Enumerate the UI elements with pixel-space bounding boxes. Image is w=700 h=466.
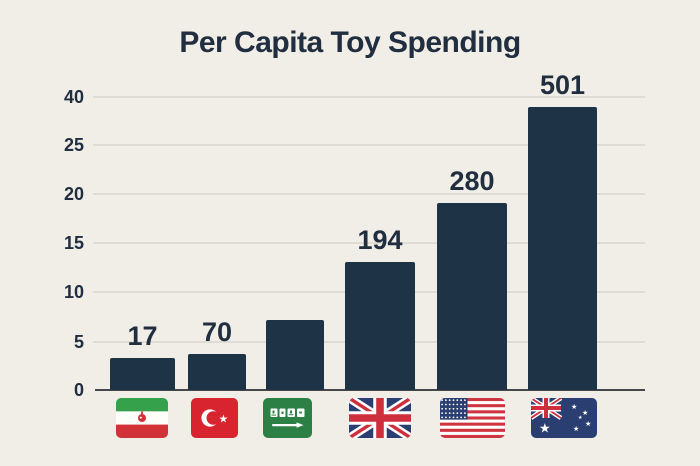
bar-saudi-arabia [266,320,324,390]
svg-text:★: ★ [219,413,229,425]
chart-title: Per Capita Toy Spending [179,26,521,59]
bar-value-label: 70 [201,317,233,347]
y-tick-label: 25 [63,135,84,155]
y-tick-label: 40 [63,87,84,107]
y-tick-label: 0 [73,380,84,400]
gridline [93,144,645,146]
bar-iran [110,358,175,390]
y-tick-label: 10 [63,282,84,302]
x-axis-line [95,389,645,391]
bar-united-kingdom [345,262,415,390]
gridline [93,242,645,244]
bar-australia [528,107,597,390]
gridline [93,193,645,195]
svg-text:★: ★ [571,403,577,411]
iran-flag-icon [116,398,168,438]
bar-value-label: 501 [539,70,586,100]
bar-united-states [437,203,507,390]
svg-text:★: ★ [585,420,591,428]
svg-text:★: ★ [578,415,583,421]
svg-text:★: ★ [539,421,551,436]
united-states-flag-icon [440,398,505,438]
saudi-arabia-flag-icon [263,398,312,438]
united-kingdom-flag-icon [349,398,411,438]
y-tick-label: 15 [63,233,84,253]
y-tick-label: 20 [63,184,84,204]
svg-text:★: ★ [582,409,588,417]
bar-value-label: 17 [127,321,158,351]
y-tick-label: 5 [73,332,84,352]
turkey-flag-icon: ★ [191,398,238,438]
bar-turkey [188,354,246,390]
gridline [93,96,645,98]
bar-value-label: 280 [449,166,495,196]
bar-value-label: 194 [357,225,403,255]
australia-flag-icon: ★ ★ ★ ★ ★ ★ [531,398,597,438]
svg-text:★: ★ [573,425,579,433]
